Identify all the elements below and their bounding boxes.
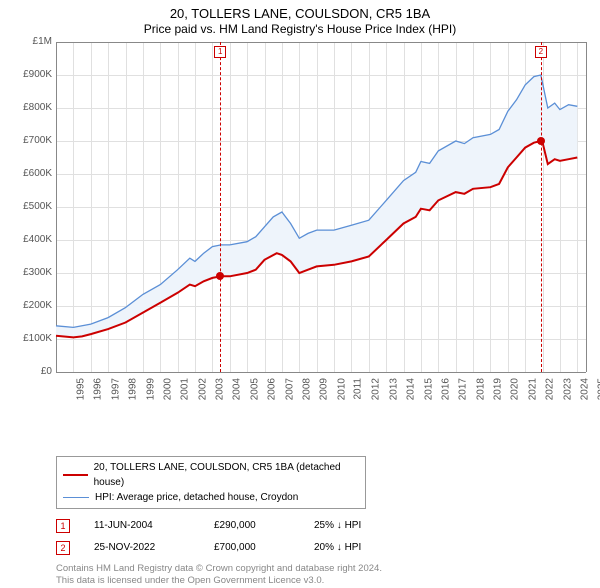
footer: Contains HM Land Registry data © Crown c… <box>56 563 590 588</box>
x-tick-label: 1998 <box>127 378 138 400</box>
sale-row-marker: 2 <box>56 541 70 555</box>
plot-svg <box>10 42 588 374</box>
x-tick-label: 2009 <box>319 378 330 400</box>
x-tick-label: 2020 <box>510 378 521 400</box>
sale-row: 2 25-NOV-2022£700,00020% ↓ HPI <box>56 537 590 559</box>
x-tick-label: 1999 <box>145 378 156 400</box>
x-tick-label: 2021 <box>527 378 538 400</box>
x-tick-label: 2024 <box>579 378 590 400</box>
x-tick-label: 2002 <box>197 378 208 400</box>
x-tick-label: 2001 <box>180 378 191 400</box>
legend-swatch <box>63 474 88 476</box>
x-tick-label: 2014 <box>405 378 416 400</box>
x-tick-label: 2011 <box>353 378 364 400</box>
footer-line-1: Contains HM Land Registry data © Crown c… <box>56 563 590 575</box>
x-tick-label: 1995 <box>75 378 86 400</box>
x-tick-label: 2013 <box>388 378 399 400</box>
sale-marker-dot <box>216 272 224 280</box>
sale-date: 11-JUN-2004 <box>94 520 214 531</box>
x-tick-label: 2005 <box>249 378 260 400</box>
sale-price: £700,000 <box>214 542 314 553</box>
x-tick-label: 2019 <box>492 378 503 400</box>
legend-label: HPI: Average price, detached house, Croy… <box>95 490 298 505</box>
x-tick-label: 1997 <box>110 378 121 400</box>
legend-row: 20, TOLLERS LANE, COULSDON, CR5 1BA (det… <box>63 460 359 490</box>
x-tick-label: 2000 <box>162 378 173 400</box>
series-hpi <box>56 75 577 327</box>
chart-subtitle: Price paid vs. HM Land Registry's House … <box>10 22 590 38</box>
sale-row-marker: 1 <box>56 519 70 533</box>
x-tick-label: 2017 <box>458 378 469 400</box>
chart-title: 20, TOLLERS LANE, COULSDON, CR5 1BA <box>10 6 590 22</box>
x-tick-label: 2003 <box>214 378 225 400</box>
x-tick-label: 2023 <box>562 378 573 400</box>
sale-hpi: 20% ↓ HPI <box>314 542 414 553</box>
chart-area: £0£100K£200K£300K£400K£500K£600K£700K£80… <box>10 42 590 412</box>
x-tick-label: 2018 <box>475 378 486 400</box>
sale-hpi: 25% ↓ HPI <box>314 520 414 531</box>
legend-row: HPI: Average price, detached house, Croy… <box>63 490 359 505</box>
sale-marker-box: 2 <box>535 46 547 58</box>
sale-marker-dot <box>537 137 545 145</box>
legend-label: 20, TOLLERS LANE, COULSDON, CR5 1BA (det… <box>94 460 359 490</box>
x-tick-label: 2015 <box>423 378 434 400</box>
x-tick-label: 2010 <box>336 378 347 400</box>
sale-marker-box: 1 <box>214 46 226 58</box>
sale-marker-line <box>220 42 221 372</box>
x-tick-label: 2004 <box>232 378 243 400</box>
x-tick-label: 2022 <box>544 378 555 400</box>
x-tick-label: 2016 <box>440 378 451 400</box>
sale-price: £290,000 <box>214 520 314 531</box>
x-tick-label: 2006 <box>266 378 277 400</box>
sales-table: 1 11-JUN-2004£290,00025% ↓ HPI 2 25-NOV-202… <box>56 515 590 559</box>
x-tick-label: 2012 <box>371 378 382 400</box>
legend-swatch <box>63 497 89 498</box>
x-tick-label: 2025 <box>597 378 600 400</box>
chart-container: 20, TOLLERS LANE, COULSDON, CR5 1BA Pric… <box>0 0 600 560</box>
footer-line-2: This data is licensed under the Open Gov… <box>56 575 590 587</box>
sale-date: 25-NOV-2022 <box>94 542 214 553</box>
x-tick-label: 2008 <box>301 378 312 400</box>
sale-row: 1 11-JUN-2004£290,00025% ↓ HPI <box>56 515 590 537</box>
x-tick-label: 2007 <box>284 378 295 400</box>
hpi-area-fill <box>56 75 577 337</box>
x-tick-label: 1996 <box>93 378 104 400</box>
legend: 20, TOLLERS LANE, COULSDON, CR5 1BA (det… <box>56 456 366 509</box>
sale-marker-line <box>541 42 542 372</box>
